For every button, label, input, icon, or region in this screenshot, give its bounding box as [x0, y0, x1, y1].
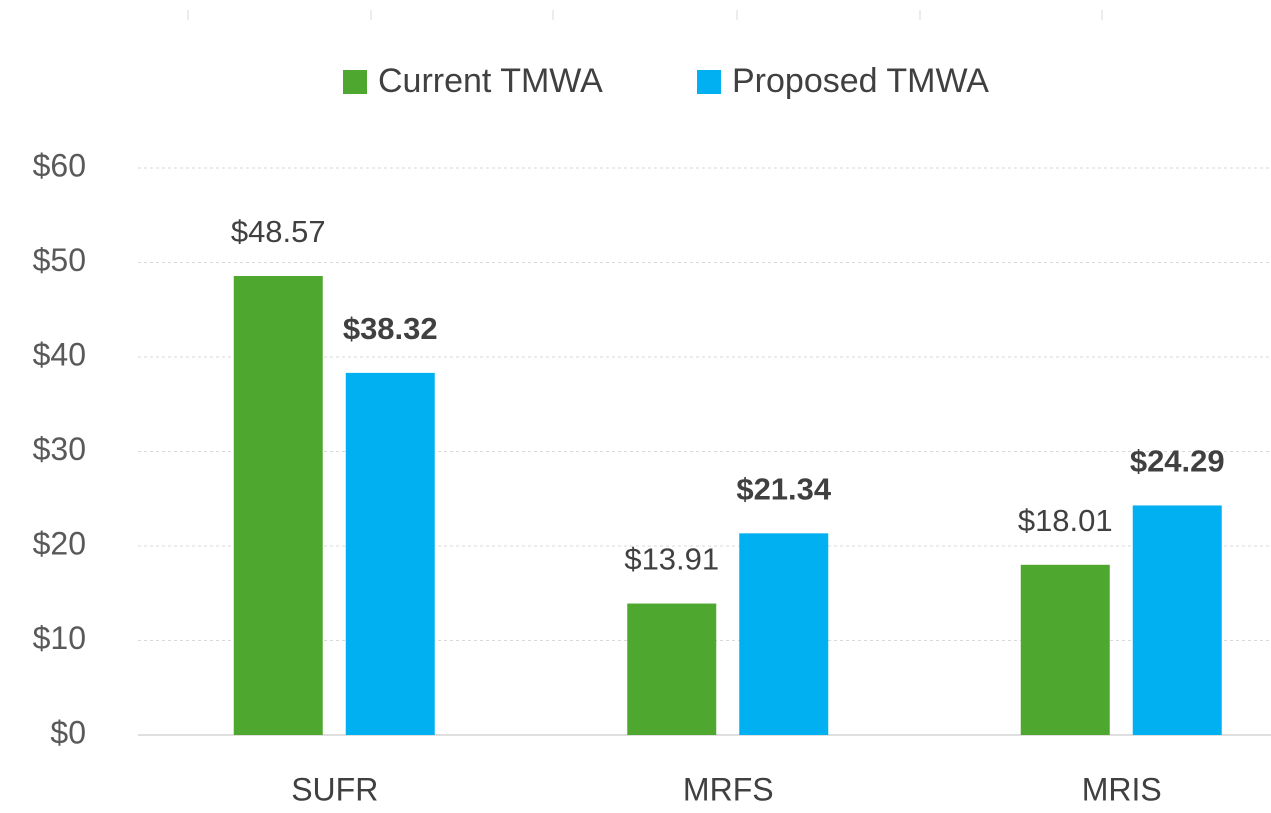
legend-swatch	[343, 70, 367, 94]
y-tick-label: $10	[33, 620, 86, 656]
data-label: $24.29	[1130, 444, 1225, 479]
bar	[627, 603, 717, 735]
x-tick-label: MRFS	[683, 771, 774, 807]
data-label: $21.34	[736, 472, 832, 507]
x-tick-label: MRIS	[1082, 771, 1162, 807]
data-label: $38.32	[343, 311, 438, 346]
data-label: $13.91	[624, 542, 719, 577]
data-label: $18.01	[1018, 503, 1113, 538]
bar	[1020, 564, 1110, 735]
legend-label: Proposed TMWA	[732, 62, 989, 100]
y-tick-label: $40	[33, 336, 86, 372]
bar	[345, 372, 435, 735]
legend-swatch	[697, 70, 721, 94]
legend-label: Current TMWA	[378, 62, 603, 100]
y-tick-label: $0	[50, 714, 86, 750]
y-tick-label: $20	[33, 525, 86, 561]
bar	[1132, 505, 1222, 735]
bar	[233, 276, 323, 735]
x-tick-label: SUFR	[291, 771, 378, 807]
y-tick-label: $60	[33, 147, 86, 183]
bar	[739, 533, 829, 735]
data-label: $48.57	[231, 214, 326, 249]
decor-ticks	[187, 10, 1103, 20]
y-tick-label: $30	[33, 431, 86, 467]
y-tick-label: $50	[33, 242, 86, 278]
